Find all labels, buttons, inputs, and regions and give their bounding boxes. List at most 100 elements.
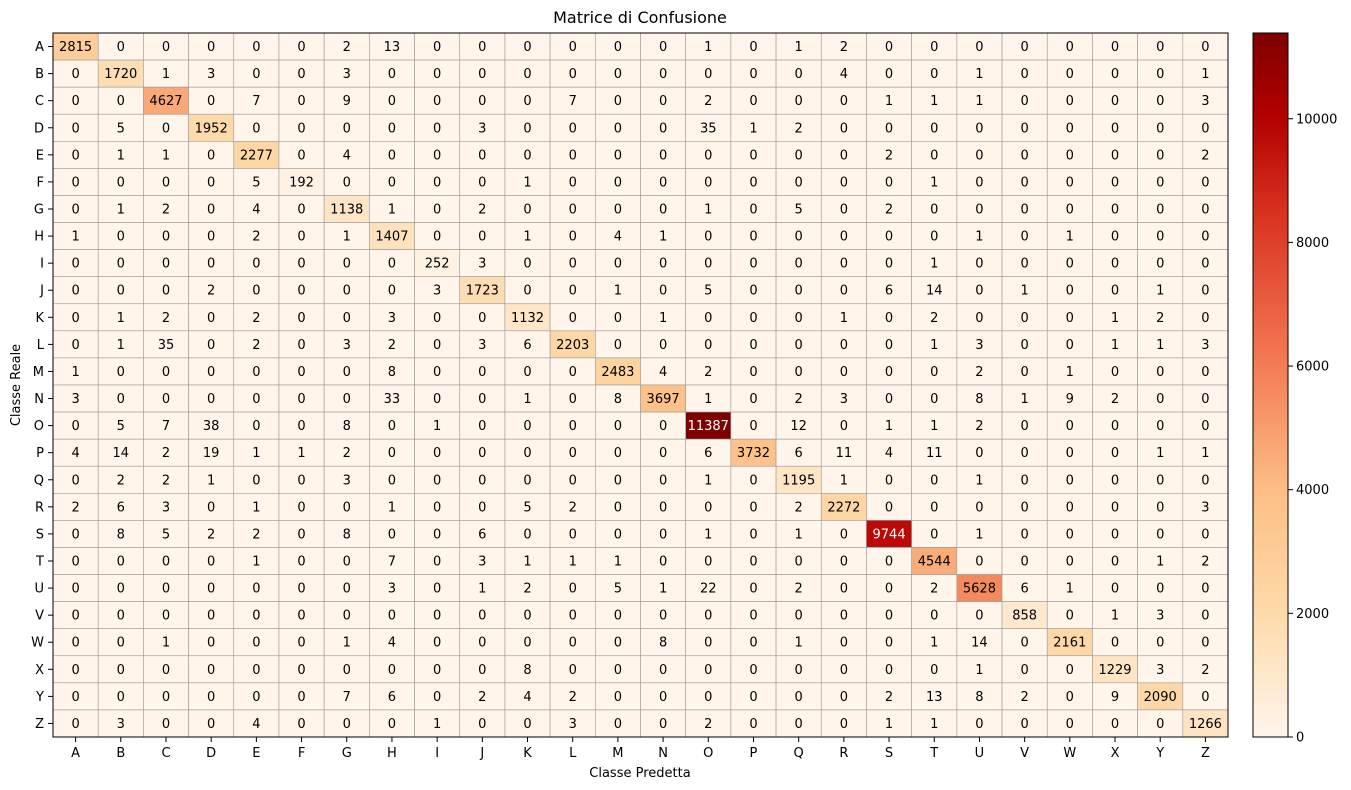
heatmap-cell bbox=[595, 168, 641, 196]
cell-value: 1 bbox=[1111, 338, 1119, 353]
heatmap-cell bbox=[956, 195, 1003, 223]
heatmap-cell bbox=[820, 86, 867, 115]
cell-value: 0 bbox=[885, 500, 893, 515]
cell-value: 0 bbox=[71, 203, 79, 218]
heatmap-cell bbox=[730, 357, 777, 386]
heatmap-cell bbox=[143, 113, 189, 142]
cell-value: 2 bbox=[795, 582, 803, 597]
x-tick-label: M bbox=[612, 746, 623, 761]
cell-value: 0 bbox=[117, 94, 125, 109]
heatmap-cell bbox=[1092, 655, 1138, 684]
heatmap-cell bbox=[143, 86, 189, 115]
cell-value: 0 bbox=[795, 175, 803, 190]
cell-value: 0 bbox=[1156, 500, 1164, 515]
cell-value: 0 bbox=[704, 636, 712, 651]
heatmap-cell bbox=[188, 411, 235, 440]
cell-value: 0 bbox=[659, 94, 667, 109]
heatmap-cell bbox=[1137, 59, 1184, 88]
heatmap-cell bbox=[1182, 276, 1229, 305]
heatmap-cell bbox=[595, 682, 641, 711]
cell-value: 1 bbox=[1201, 67, 1209, 82]
cell-value: 0 bbox=[1201, 392, 1209, 407]
heatmap-cell bbox=[549, 86, 596, 115]
cell-value: 0 bbox=[749, 500, 757, 515]
cell-value: 0 bbox=[523, 636, 531, 651]
heatmap-cell bbox=[775, 411, 822, 440]
cell-value: 0 bbox=[840, 663, 848, 678]
cell-value: 2 bbox=[343, 40, 351, 55]
cell-value: 0 bbox=[252, 419, 260, 434]
cell-value: 0 bbox=[433, 230, 441, 245]
heatmap-cell bbox=[369, 330, 415, 359]
cell-value: 0 bbox=[1020, 500, 1028, 515]
cell-value: 0 bbox=[1066, 311, 1074, 326]
heatmap-cell bbox=[233, 222, 280, 250]
x-tick-label: I bbox=[435, 746, 439, 761]
heatmap-cell bbox=[1137, 384, 1184, 413]
cell-value: 0 bbox=[71, 690, 79, 705]
cell-value: 0 bbox=[252, 365, 260, 380]
cell-value: 0 bbox=[659, 40, 667, 55]
cell-value: 0 bbox=[795, 67, 803, 82]
cell-value: 0 bbox=[71, 609, 79, 624]
heatmap-cell bbox=[730, 195, 777, 223]
cell-value: 3 bbox=[433, 284, 441, 299]
cell-value: 0 bbox=[1156, 365, 1164, 380]
cell-value: 0 bbox=[523, 40, 531, 55]
cell-value: 0 bbox=[930, 500, 938, 515]
heatmap-cell bbox=[775, 384, 822, 413]
heatmap-cell bbox=[233, 249, 280, 277]
heatmap-cell bbox=[685, 574, 732, 602]
cell-value: 0 bbox=[1020, 121, 1028, 136]
heatmap-cell bbox=[52, 628, 99, 657]
cell-value: 0 bbox=[297, 419, 305, 434]
heatmap-cell bbox=[1137, 574, 1184, 602]
x-tick-label: J bbox=[479, 746, 484, 761]
cell-value: 3 bbox=[343, 67, 351, 82]
cell-value: 0 bbox=[569, 527, 577, 542]
cell-value: 0 bbox=[207, 338, 215, 353]
cell-value: 19 bbox=[203, 446, 220, 461]
heatmap-cell bbox=[1046, 384, 1093, 413]
cell-value: 1 bbox=[885, 419, 893, 434]
heatmap-cell bbox=[233, 303, 280, 332]
heatmap-cell bbox=[459, 655, 506, 684]
heatmap-cell bbox=[956, 411, 1003, 440]
heatmap-cell bbox=[911, 601, 958, 629]
cell-value: 0 bbox=[569, 67, 577, 82]
heatmap-cell bbox=[730, 276, 777, 305]
cell-value: 2161 bbox=[1053, 636, 1086, 651]
cell-value: 0 bbox=[975, 311, 983, 326]
cell-value: 2 bbox=[162, 446, 170, 461]
cell-value: 0 bbox=[795, 311, 803, 326]
x-tick-label: D bbox=[206, 746, 216, 761]
cell-value: 2 bbox=[1020, 690, 1028, 705]
heatmap-cell bbox=[1001, 86, 1048, 115]
cell-value: 0 bbox=[704, 500, 712, 515]
cell-value: 0 bbox=[569, 311, 577, 326]
x-tick-label: B bbox=[116, 746, 125, 761]
cell-value: 0 bbox=[1066, 338, 1074, 353]
heatmap-cell bbox=[911, 168, 958, 196]
heatmap-cell bbox=[956, 357, 1003, 386]
heatmap-cell bbox=[1137, 709, 1184, 738]
cell-value: 1 bbox=[795, 527, 803, 542]
heatmap-cell bbox=[278, 547, 325, 575]
y-tick-label: B bbox=[35, 67, 44, 82]
heatmap-cell bbox=[866, 168, 912, 196]
y-tick-label: V bbox=[35, 609, 44, 624]
cell-value: 0 bbox=[297, 636, 305, 651]
heatmap-cell bbox=[414, 574, 461, 602]
heatmap-cell bbox=[97, 655, 144, 684]
cell-value: 2 bbox=[523, 582, 531, 597]
cell-value: 0 bbox=[569, 121, 577, 136]
cell-value: 0 bbox=[207, 148, 215, 163]
heatmap-cell bbox=[504, 601, 551, 629]
heatmap-cell bbox=[775, 222, 822, 250]
heatmap-cell bbox=[1137, 86, 1184, 115]
x-tick-label: Z bbox=[1201, 746, 1210, 761]
cell-value: 0 bbox=[523, 365, 531, 380]
cell-value: 1195 bbox=[782, 473, 815, 488]
cell-value: 1720 bbox=[104, 67, 137, 82]
cell-value: 4 bbox=[659, 365, 667, 380]
